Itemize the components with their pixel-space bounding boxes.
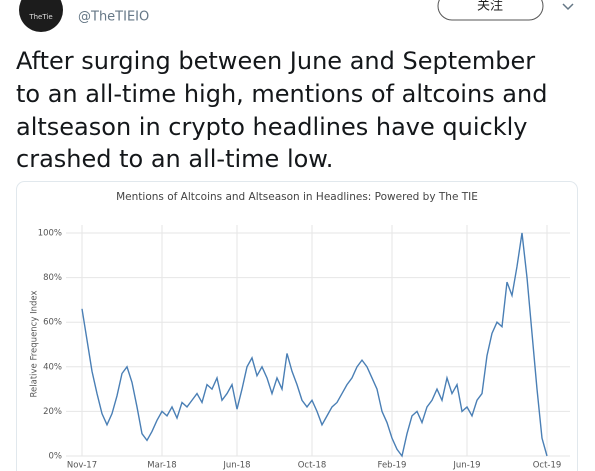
y-tick-label: 0% <box>49 452 63 462</box>
y-tick-label: 80% <box>43 273 62 283</box>
tweet-text: crashed to an all-time low. <box>16 145 333 173</box>
handle[interactable]: @TheTIEIO <box>78 10 149 25</box>
x-tick-label: Oct-18 <box>298 461 327 471</box>
follow-button[interactable] <box>437 0 544 21</box>
x-tick-label: Nov-17 <box>67 461 97 471</box>
x-tick-label: Feb-19 <box>378 461 407 471</box>
tweet-text: After surging between June and September <box>16 47 535 75</box>
plot: 0% 20% 40% 60% 80% 100% Nov-17 Mar-18 Jun-18 Oct-… <box>38 225 570 471</box>
x-tick-label: Jun-19 <box>452 461 480 471</box>
menu-chevron[interactable] <box>562 3 574 11</box>
tweet-text: altseason in crypto headlines have quick… <box>16 113 527 141</box>
y-tick-label: 20% <box>43 407 62 417</box>
line <box>81 232 548 458</box>
follow-label: 关注 <box>477 0 503 14</box>
y-tick-label: 100% <box>38 229 62 239</box>
avatar[interactable] <box>19 0 63 32</box>
chart-card[interactable] <box>16 181 578 471</box>
x-tick-label: Oct-19 <box>533 461 562 471</box>
tweet-text: to an all-time high, mentions of altcoin… <box>16 80 547 108</box>
x-tick-label: Mar-18 <box>147 461 176 471</box>
x-tick-label: Jun-18 <box>222 461 250 471</box>
y-tick-label: 60% <box>43 318 62 328</box>
y-tick-label: 40% <box>43 362 62 372</box>
y-axis-label: Relative Frequency Index <box>30 291 40 398</box>
avatar-text: TheTie <box>28 13 52 21</box>
chart-title: Mentions of Altcoins and Altseason in He… <box>116 191 478 203</box>
